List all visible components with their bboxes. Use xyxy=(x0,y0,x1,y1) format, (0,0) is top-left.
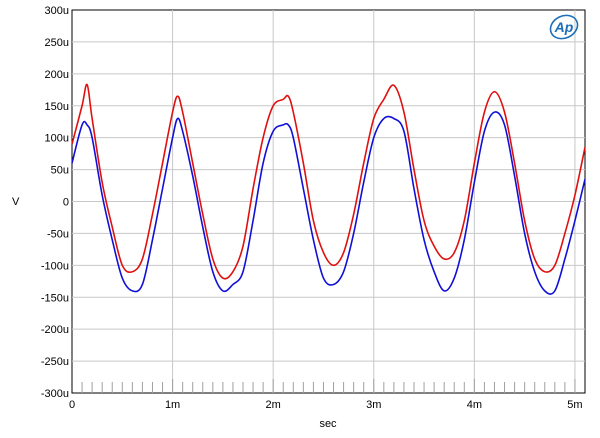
series-line-0 xyxy=(71,83,586,280)
y-tick-labels: 300u 250u 200u 150u 100u 50u 0 -50u -100u -150u -2… xyxy=(41,5,69,400)
x-tick-label: 5m xyxy=(567,399,582,411)
x-tick-labels: 0 1m 2m 3m 4m 5m xyxy=(69,399,583,411)
x-tick-label: 4m xyxy=(467,399,482,411)
y-tick-label: 250u xyxy=(45,37,69,49)
x-tick-label: 0 xyxy=(69,399,75,411)
y-tick-label: 100u xyxy=(45,133,69,145)
x-tick-label: 1m xyxy=(165,399,180,411)
y-tick-label: -150u xyxy=(41,292,69,304)
y-tick-label: 0 xyxy=(63,197,69,209)
x-axis-title: sec xyxy=(319,418,337,430)
y-tick-label: -50u xyxy=(47,228,69,240)
x-tick-label: 2m xyxy=(266,399,281,411)
grid xyxy=(72,10,585,393)
y-tick-label: 50u xyxy=(51,165,69,177)
minor-ticks xyxy=(81,379,576,393)
x-tick-label: 3m xyxy=(366,399,381,411)
y-axis-title: V xyxy=(12,196,20,208)
y-tick-label: 300u xyxy=(45,5,69,17)
series-line-1 xyxy=(71,111,586,295)
y-tick-label: -300u xyxy=(41,388,69,400)
ap-logo-icon: Ap xyxy=(549,14,579,40)
y-tick-label: 150u xyxy=(45,101,69,113)
y-tick-label: -200u xyxy=(41,324,69,336)
series-layer xyxy=(71,83,586,295)
ap-logo-text: Ap xyxy=(554,19,574,35)
y-tick-label: -250u xyxy=(41,356,69,368)
y-tick-label: -100u xyxy=(41,260,69,272)
y-tick-label: 200u xyxy=(45,69,69,81)
